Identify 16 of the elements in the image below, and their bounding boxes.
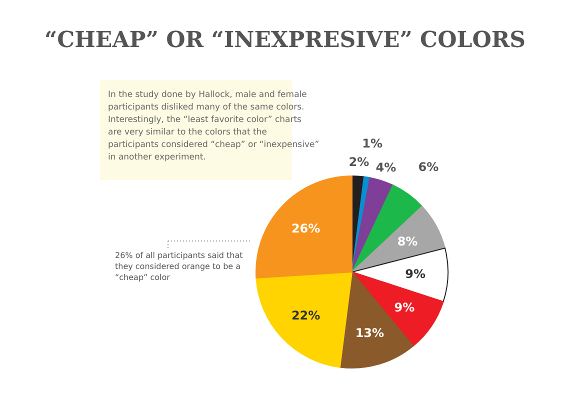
data-label: 26% [291,222,320,236]
data-label: 4% [376,160,396,174]
data-label: 8% [397,234,418,248]
data-label: 22% [291,308,320,322]
data-label: 9% [394,300,415,315]
pie-slice [256,272,352,368]
pie-slice [256,176,352,279]
data-label: 1% [362,136,383,151]
data-label: 13% [355,326,384,340]
chart-title: “CHEAP” OR “INEXPRESIVE” COLORS [44,27,526,53]
data-label: 6% [418,160,439,174]
pie-slice [352,248,448,302]
data-label: 2% [348,155,370,170]
data-label: 9% [405,266,426,281]
text: In the study done by Hallock, male and female participants disliked many of the same colors. Interestingly, the “least favorite color” charts are very similar to the colors that the participants considered “cheap” or “inexpensive” in another experiment. [108,90,320,162]
text: 26% of all participants said that they considered orange to be a “cheap” color [115,251,243,282]
